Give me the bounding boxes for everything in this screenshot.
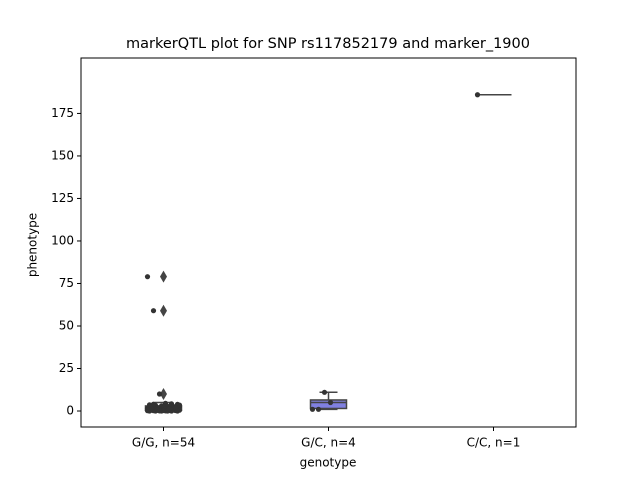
y-tick-label: 50 bbox=[59, 318, 74, 332]
x-tick-label: G/C, n=4 bbox=[301, 436, 356, 450]
strip-point bbox=[156, 408, 163, 414]
y-tick-label: 25 bbox=[59, 361, 74, 375]
y-tick-label: 125 bbox=[51, 191, 74, 205]
strip-point bbox=[150, 308, 157, 314]
y-tick-label: 150 bbox=[51, 148, 74, 162]
x-axis-label: genotype bbox=[300, 456, 357, 470]
chart-title: markerQTL plot for SNP rs117852179 and m… bbox=[126, 36, 530, 52]
strip-point bbox=[156, 391, 163, 397]
strip-point bbox=[144, 407, 151, 413]
y-tick-label: 0 bbox=[66, 404, 74, 418]
strip-point bbox=[148, 405, 155, 412]
strip-point bbox=[315, 406, 322, 412]
x-tick-label: C/C, n=1 bbox=[467, 436, 521, 450]
strip-point bbox=[172, 404, 179, 411]
y-tick-label: 175 bbox=[51, 106, 74, 120]
y-tick-label: 100 bbox=[51, 233, 74, 247]
flier bbox=[160, 304, 167, 317]
flier bbox=[160, 388, 167, 401]
strip-point bbox=[166, 406, 173, 412]
strip-point bbox=[160, 407, 167, 414]
box bbox=[309, 399, 348, 410]
strip-point bbox=[176, 402, 183, 408]
strip-point bbox=[309, 406, 316, 412]
strip-point bbox=[327, 399, 334, 406]
strip-point bbox=[321, 389, 328, 395]
strip-point bbox=[144, 274, 151, 280]
x-tick-label: G/G, n=54 bbox=[132, 436, 195, 450]
y-axis-label: phenotype bbox=[26, 213, 40, 277]
flier bbox=[160, 270, 167, 283]
strip-point bbox=[150, 401, 157, 407]
y-tick-label: 75 bbox=[59, 276, 74, 290]
strip-point bbox=[474, 92, 481, 98]
